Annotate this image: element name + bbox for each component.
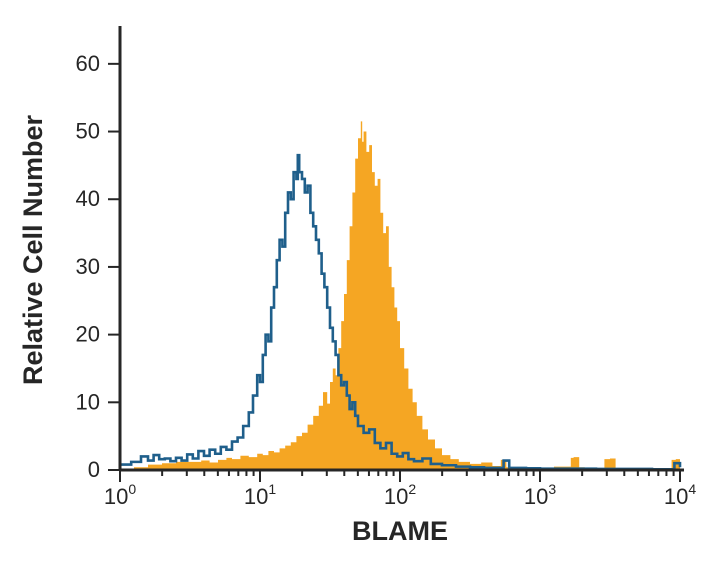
x-tick-label: 101 <box>244 481 276 509</box>
chart-stage: 100 101 102 103 104 0 10 20 30 40 50 60 BLAME Relativ… <box>0 0 715 580</box>
y-axis-label: Relative Cell Number <box>18 114 48 385</box>
x-tick-label: 104 <box>664 481 696 509</box>
y-tick-label: 0 <box>88 457 100 482</box>
chart-svg: 100 101 102 103 104 0 10 20 30 40 50 60 BLAME Relativ… <box>0 0 715 580</box>
y-tick-label: 30 <box>76 254 100 279</box>
x-tick-label: 100 <box>104 481 136 509</box>
y-tick-label: 20 <box>76 322 100 347</box>
y-tick-label: 50 <box>76 119 100 144</box>
x-tick-label: 102 <box>384 481 416 509</box>
y-tick-label: 60 <box>76 51 100 76</box>
series-filled <box>120 121 680 470</box>
y-tick-label: 40 <box>76 186 100 211</box>
x-axis-label: BLAME <box>352 516 448 546</box>
x-tick-label: 103 <box>524 481 556 509</box>
y-tick-label: 10 <box>76 389 100 414</box>
